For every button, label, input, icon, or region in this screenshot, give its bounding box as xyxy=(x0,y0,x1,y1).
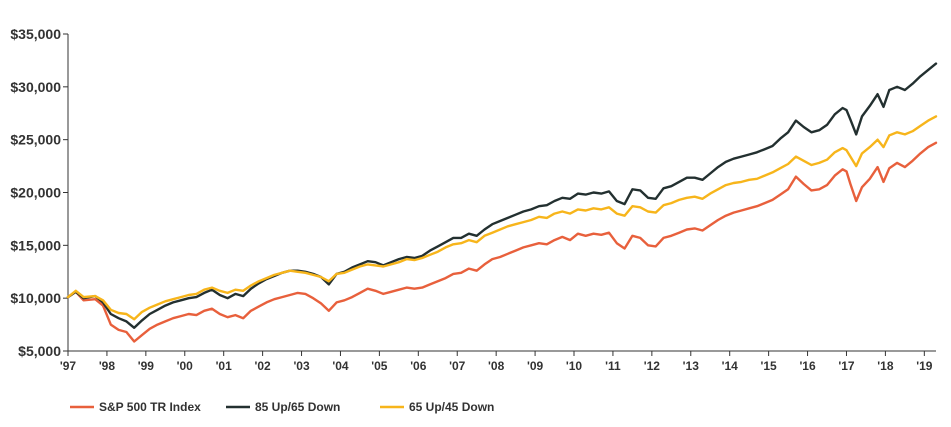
x-tick-label: '06 xyxy=(410,359,427,373)
series-line-85-up-65-down xyxy=(66,62,938,329)
x-tick-label: '09 xyxy=(527,359,544,373)
x-tick-label: '00 xyxy=(177,359,194,373)
y-tick-label: $30,000 xyxy=(10,79,61,95)
legend-label-65-up-45-down: 65 Up/45 Down xyxy=(409,400,494,414)
y-tick-label: $5,000 xyxy=(18,343,61,359)
legend: S&P 500 TR Index 85 Up/65 Down 65 Up/45 Do… xyxy=(70,400,494,414)
x-tick-label: '11 xyxy=(605,359,621,373)
y-tick-label: $25,000 xyxy=(10,132,61,148)
x-tick-label: '03 xyxy=(293,359,310,373)
chart-axes xyxy=(67,34,936,352)
x-axis-ticks: '97 '98 '99 '00 '01 '02 '03 '04 '05 '06 '07 '08 '09 '… xyxy=(60,351,933,373)
x-tick-label: '12 xyxy=(644,359,661,373)
x-tick-label: '05 xyxy=(371,359,388,373)
x-tick-label: '19 xyxy=(916,359,933,373)
x-tick-label: '13 xyxy=(683,359,700,373)
series-line-65-up-45-down xyxy=(66,115,938,321)
x-tick-label: '14 xyxy=(722,359,739,373)
x-tick-label: '98 xyxy=(99,359,116,373)
x-tick-label: '07 xyxy=(449,359,466,373)
series-lines xyxy=(66,62,938,343)
x-tick-label: '01 xyxy=(216,359,233,373)
legend-label-s-p-500-tr-index: S&P 500 TR Index xyxy=(99,400,201,414)
x-tick-label: '18 xyxy=(877,359,894,373)
x-tick-label: '97 xyxy=(60,359,77,373)
x-tick-label: '02 xyxy=(255,359,272,373)
x-tick-label: '17 xyxy=(838,359,855,373)
x-tick-label: '15 xyxy=(761,359,778,373)
y-axis-ticks: $5,000 $10,000 $15,000 $20,000 $25,000 $30,00… xyxy=(10,26,68,359)
x-tick-label: '04 xyxy=(332,359,349,373)
x-tick-label: '16 xyxy=(799,359,816,373)
x-tick-label: '99 xyxy=(138,359,155,373)
y-tick-label: $20,000 xyxy=(10,185,61,201)
y-tick-label: $35,000 xyxy=(10,26,61,42)
x-tick-label: '10 xyxy=(566,359,583,373)
y-tick-label: $15,000 xyxy=(10,237,61,253)
y-tick-label: $10,000 xyxy=(10,290,61,306)
series-line-s-p-500-tr-index xyxy=(66,141,938,343)
x-tick-label: '08 xyxy=(488,359,505,373)
legend-label-85-up-65-down: 85 Up/65 Down xyxy=(255,400,340,414)
